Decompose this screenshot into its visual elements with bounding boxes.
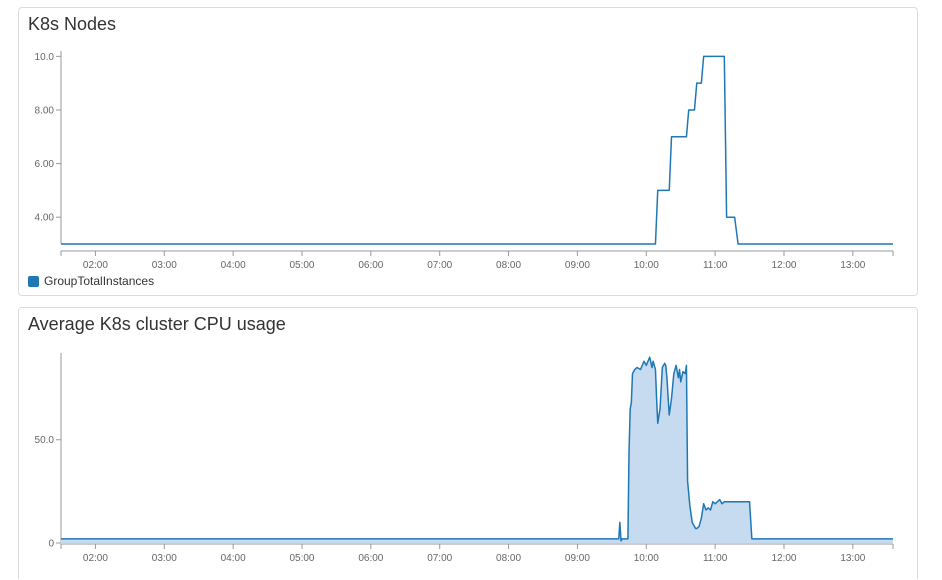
x-tick-label: 06:00: [358, 260, 383, 271]
x-tick-label: 03:00: [152, 260, 177, 271]
x-tick-label: 12:00: [771, 260, 796, 271]
x-tick-label: 04:00: [221, 553, 246, 564]
series-line: [61, 356, 893, 542]
k8s-nodes-chart: 4.00 6.00 8.00 10.0 02:00 03:00 04:00 05:00 06:0…: [35, 51, 894, 271]
chart-title: Average K8s cluster CPU usage: [28, 314, 286, 334]
x-tick-label: 08:00: [496, 553, 521, 564]
x-tick-label: 10:00: [634, 553, 659, 564]
x-tick-label: 11:00: [703, 260, 728, 271]
series-line: [61, 55, 893, 245]
series-area: [61, 357, 893, 543]
x-tick-label: 11:00: [703, 553, 728, 564]
x-tick-label: 05:00: [289, 260, 314, 271]
x-tick-label: 13:00: [840, 260, 865, 271]
x-tick-label: 09:00: [565, 260, 590, 271]
x-tick-label: 06:00: [358, 553, 383, 564]
x-tick-label: 07:00: [427, 260, 452, 271]
cpu-usage-panel: Average K8s cluster CPU usage 0 50.0 02:00…: [18, 307, 918, 579]
x-tick-label: 12:00: [771, 553, 796, 564]
legend: GroupTotalInstances: [28, 274, 154, 288]
k8s-nodes-panel: K8s Nodes 4.00 6.00 8.00 10.0 02:00 03:00 04:0…: [18, 7, 918, 296]
y-tick-label: 6.00: [35, 159, 55, 170]
x-tick-label: 08:00: [496, 260, 521, 271]
x-tick-label: 02:00: [83, 553, 108, 564]
legend-label: GroupTotalInstances: [44, 274, 155, 288]
y-tick-label: 50.0: [35, 435, 55, 446]
legend-swatch: [28, 275, 39, 287]
x-tick-label: 13:00: [840, 553, 865, 564]
x-tick-label: 07:00: [427, 553, 452, 564]
x-tick-label: 03:00: [152, 553, 177, 564]
x-tick-label: 09:00: [565, 553, 590, 564]
y-tick-label: 8.00: [35, 105, 55, 116]
cpu-usage-chart: 0 50.0 02:00 03:00 04:00 05:00 06:00 07:00 08:00…: [35, 353, 894, 564]
x-tick-label: 05:00: [289, 553, 314, 564]
x-tick-label: 04:00: [221, 260, 246, 271]
y-tick-label: 0: [48, 539, 54, 550]
y-tick-label: 10.0: [35, 52, 55, 63]
x-tick-label: 02:00: [83, 260, 108, 271]
y-tick-label: 4.00: [35, 213, 55, 224]
chart-title: K8s Nodes: [28, 14, 117, 34]
x-tick-label: 10:00: [634, 260, 659, 271]
